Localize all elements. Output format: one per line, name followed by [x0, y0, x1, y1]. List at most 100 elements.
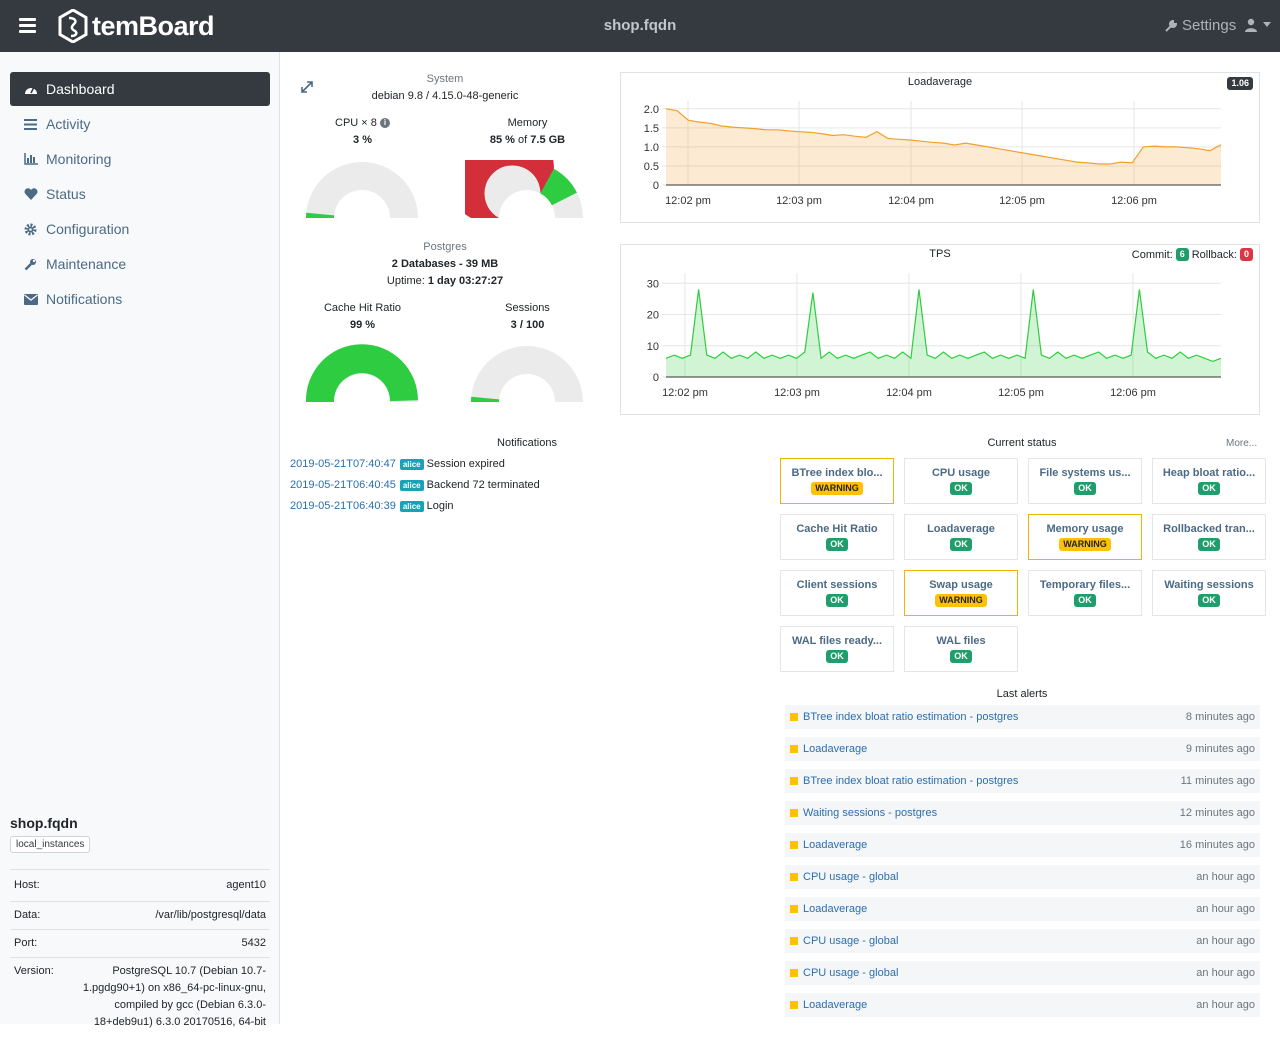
app-name: temBoard: [92, 10, 215, 41]
status-check-card[interactable]: Loadaverage OK: [904, 514, 1018, 560]
status-state-badge: OK: [950, 538, 972, 551]
status-state-badge: WARNING: [935, 594, 987, 607]
status-check-card[interactable]: Rollbacked tran... OK: [1152, 514, 1266, 560]
status-check-card[interactable]: Cache Hit Ratio OK: [780, 514, 894, 560]
warning-square-icon: [790, 841, 798, 849]
alert-row[interactable]: Waiting sessions - postgres 12 minutes ag…: [785, 801, 1260, 825]
status-check-card[interactable]: Client sessions OK: [780, 570, 894, 616]
sidebar-item-configuration[interactable]: Configuration: [10, 212, 270, 246]
alert-row[interactable]: BTree index bloat ratio estimation - pos…: [785, 705, 1260, 729]
x-tick-label: 12:04 pm: [888, 195, 934, 207]
system-os: debian 9.8 / 4.15.0-48-generic: [371, 90, 519, 102]
status-check-card[interactable]: Temporary files... OK: [1028, 570, 1142, 616]
data-label: Data:: [14, 909, 41, 921]
sidebar-item-status[interactable]: Status: [10, 177, 270, 211]
data-row: Data: /var/lib/postgresql/data: [10, 901, 270, 929]
alert-text[interactable]: Loadaverage: [803, 999, 868, 1011]
y-tick-label: 30: [647, 278, 659, 290]
commit-label: Commit:: [1131, 248, 1173, 261]
port-value: 5432: [241, 937, 266, 949]
alert-text[interactable]: CPU usage - global: [803, 871, 899, 883]
notification-date[interactable]: 2019-05-21T06:40:45: [290, 479, 396, 491]
alert-label: Loadaverage: [790, 903, 867, 915]
status-state-badge: OK: [1074, 594, 1096, 607]
series-area: [666, 108, 1221, 185]
rollback-label: Rollback:: [1191, 248, 1237, 261]
cache-hit-label: Cache Hit Ratio: [323, 302, 402, 314]
app-logo[interactable]: temBoard: [58, 8, 215, 44]
status-check-card[interactable]: Memory usage WARNING: [1028, 514, 1142, 560]
alert-time: an hour ago: [1196, 999, 1255, 1011]
alert-row[interactable]: CPU usage - global an hour ago: [785, 929, 1260, 953]
commit-badge: 6: [1175, 248, 1189, 261]
notification-text: Session expired: [426, 458, 505, 470]
cpu-gauge: [306, 162, 418, 218]
status-check-card[interactable]: Swap usage WARNING: [904, 570, 1018, 616]
alert-time: an hour ago: [1196, 935, 1255, 947]
status-check-card[interactable]: CPU usage OK: [904, 458, 1018, 504]
host-value: agent10: [226, 879, 266, 891]
alert-text[interactable]: Loadaverage: [803, 903, 868, 915]
user-menu[interactable]: [1244, 18, 1271, 32]
warning-square-icon: [790, 937, 798, 945]
warning-square-icon: [790, 969, 798, 977]
status-check-card[interactable]: BTree index blo... WARNING: [780, 458, 894, 504]
y-tick-label: 0: [653, 372, 659, 384]
alert-text[interactable]: Loadaverage: [803, 839, 868, 851]
sidebar-item-dashboard[interactable]: Dashboard: [10, 72, 270, 106]
fullscreen-icon[interactable]: [300, 80, 314, 97]
more-link[interactable]: More...: [1226, 438, 1258, 449]
alert-row[interactable]: Loadaverage an hour ago: [785, 897, 1260, 921]
alert-row[interactable]: CPU usage - global an hour ago: [785, 961, 1260, 985]
alert-text[interactable]: BTree index bloat ratio estimation - pos…: [803, 711, 1019, 723]
alert-label: BTree index bloat ratio estimation - pos…: [790, 775, 1018, 787]
status-check-card[interactable]: File systems us... OK: [1028, 458, 1142, 504]
alert-row[interactable]: Loadaverage 9 minutes ago: [785, 737, 1260, 761]
y-tick-label: 20: [647, 310, 659, 322]
x-tick-label: 12:03 pm: [774, 387, 820, 399]
sidebar-item-activity[interactable]: Activity: [10, 107, 270, 141]
status-state-badge: OK: [826, 650, 848, 663]
sidebar-item-notifications[interactable]: Notifications: [10, 282, 270, 316]
sidebar-item-label: Status: [46, 186, 86, 202]
heart-icon: [24, 188, 46, 200]
uptime-value: 1 day 03:27:27: [427, 275, 504, 287]
alert-text[interactable]: BTree index bloat ratio estimation - pos…: [803, 775, 1019, 787]
cpu-label: CPU × 8: [335, 117, 377, 129]
status-check-card[interactable]: WAL files OK: [904, 626, 1018, 672]
status-check-card[interactable]: Heap bloat ratio... OK: [1152, 458, 1266, 504]
tps-legend: Commit: 6 Rollback: 0: [1132, 248, 1253, 261]
alert-row[interactable]: BTree index bloat ratio estimation - pos…: [785, 769, 1260, 793]
menu-toggle-icon[interactable]: [19, 18, 36, 33]
alert-text[interactable]: Loadaverage: [803, 743, 868, 755]
temboard-logo-icon: [58, 9, 88, 43]
notification-date[interactable]: 2019-05-21T06:40:39: [290, 500, 396, 512]
x-tick-label: 12:02 pm: [665, 195, 711, 207]
alert-time: an hour ago: [1196, 967, 1255, 979]
alert-row[interactable]: Loadaverage an hour ago: [785, 993, 1260, 1017]
notification-user-badge: alice: [399, 479, 424, 491]
notification-date[interactable]: 2019-05-21T07:40:47: [290, 458, 396, 470]
loadaverage-chart[interactable]: 0 0.5 1.0 1.5 2.0 12:02 pm 12:03 pm 12:04 pm 12:…: [621, 73, 1259, 222]
alert-row[interactable]: Loadaverage 16 minutes ago: [785, 833, 1260, 857]
info-icon[interactable]: i: [379, 118, 390, 129]
sidebar-item-maintenance[interactable]: Maintenance: [10, 247, 270, 281]
dashboard-icon: [24, 83, 46, 95]
loadaverage-chart-card: Loadaverage 1.06 0 0.5 1.0 1.5 2.0 12:02 pm 12…: [620, 72, 1260, 223]
status-check-name: Waiting sessions: [1164, 579, 1254, 591]
status-check-card[interactable]: WAL files ready... OK: [780, 626, 894, 672]
warning-square-icon: [790, 1001, 798, 1009]
alert-row[interactable]: CPU usage - global an hour ago: [785, 865, 1260, 889]
alert-text[interactable]: Waiting sessions - postgres: [803, 807, 938, 819]
status-check-card[interactable]: Waiting sessions OK: [1152, 570, 1266, 616]
alert-text[interactable]: CPU usage - global: [803, 935, 899, 947]
sidebar-item-monitoring[interactable]: Monitoring: [10, 142, 270, 176]
settings-link[interactable]: Settings: [1164, 17, 1236, 34]
instance-group-badge[interactable]: local_instances: [10, 836, 91, 853]
notification-user-badge: alice: [399, 500, 424, 512]
tps-chart[interactable]: 0 10 20 30 12:02 pm 12:03 pm 12:04 pm 12:05 pm 1…: [621, 245, 1259, 414]
series-line: [665, 108, 1222, 165]
status-check-name: WAL files ready...: [791, 635, 883, 647]
alert-text[interactable]: CPU usage - global: [803, 967, 899, 979]
settings-label: Settings: [1182, 17, 1237, 34]
